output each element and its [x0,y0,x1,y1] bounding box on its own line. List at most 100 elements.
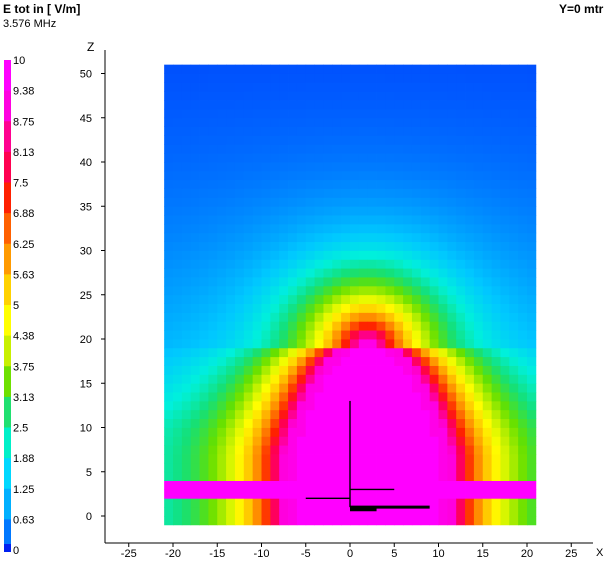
heatmap-cell [465,215,475,225]
heatmap-cell [243,400,254,411]
heatmap-cell [527,400,537,411]
heatmap-cell [473,162,484,172]
heatmap-cell [270,445,280,455]
heatmap-cell [279,383,289,393]
heatmap-cell [279,409,289,420]
heatmap-cell [500,170,510,181]
heatmap-cell [411,516,422,526]
heatmap-cell [429,108,439,119]
heatmap-cell [509,498,519,508]
heatmap-cell [527,356,537,366]
heatmap-cell [367,259,377,269]
heatmap-cell [288,462,298,473]
heatmap-cell [332,73,342,83]
heatmap-cell [491,480,501,490]
heatmap-cell [500,321,510,331]
heatmap-cell [323,215,333,225]
heatmap-cell [358,91,369,101]
heatmap-cell [234,480,245,490]
heatmap-cell [305,162,315,172]
heatmap-cell [199,418,209,428]
heatmap-cell [296,285,307,296]
legend-label: 5 [13,300,19,312]
heatmap-cell [376,108,386,119]
heatmap-cell [226,250,236,260]
heatmap-cell [296,409,307,420]
heatmap-cell [500,135,510,145]
heatmap-cell [473,427,484,437]
heatmap-cell [314,223,324,234]
heatmap-cell [473,356,484,366]
heatmap-cell [190,91,200,101]
heatmap-cell [296,126,307,136]
heatmap-cell [385,250,395,260]
heatmap-cell [411,321,422,331]
heatmap-cell [234,285,245,296]
heatmap-cell [518,126,528,136]
heatmap-cell [500,223,510,234]
heatmap-cell [420,516,431,526]
heatmap-cell [376,498,386,508]
heatmap-cell [482,356,492,366]
heatmap-cell [243,339,254,349]
heatmap-cell [482,516,492,526]
heatmap-cell [376,64,386,74]
heatmap-cell [465,436,475,446]
heatmap-cell [473,418,484,428]
heatmap-cell [341,321,351,331]
heatmap-cell [429,418,439,428]
heatmap-cell [350,250,360,260]
heatmap-cell [252,285,262,296]
heatmap-cell [190,436,200,446]
heatmap-cell [358,232,369,243]
heatmap-cell [394,374,404,384]
heatmap-cell [429,445,439,455]
heatmap-cell [465,383,475,393]
heatmap-cell [288,445,298,455]
heatmap-cell [509,108,519,119]
heatmap-cell [314,259,324,269]
heatmap-cell [199,285,209,296]
heatmap-cell [234,489,245,499]
heatmap-cell [314,498,324,508]
heatmap-cell [181,312,192,322]
heatmap-cell [252,215,262,225]
heatmap-cell [190,454,200,464]
heatmap-cell [509,400,519,411]
heatmap-cell [491,91,501,101]
heatmap-cell [403,135,413,145]
heatmap-cell [438,507,448,517]
heatmap-cell [226,489,236,499]
heatmap-cell [164,73,174,83]
heatmap-cell [473,462,484,473]
heatmap-cell [173,259,183,269]
heatmap-cell [279,215,289,225]
heatmap-cell [199,232,209,243]
heatmap-cell [181,117,192,127]
x-tick-label: 15 [477,548,489,560]
heatmap-cell [181,232,192,243]
heatmap-cell [190,277,200,287]
heatmap-cell [341,498,351,508]
heatmap-cell [527,206,537,216]
heatmap-cell [314,153,324,163]
heatmap-cell [429,91,439,101]
heatmap-cell [447,347,457,358]
heatmap-cell [173,480,183,490]
heatmap-cell [509,356,519,366]
heatmap-cell [465,454,475,464]
heatmap-cell [358,162,369,172]
heatmap-cell [279,480,289,490]
heatmap-cell [420,489,431,499]
heatmap-cell [252,100,262,110]
heatmap-cell [367,471,377,481]
heatmap-cell [500,365,510,375]
heatmap-cell [305,454,315,464]
heatmap-cell [438,277,448,287]
heatmap-cell [296,197,307,207]
heatmap-cell [527,91,537,101]
heatmap-cell [350,427,360,437]
heatmap-cell [403,312,413,322]
heatmap-cell [358,285,369,296]
heatmap-cell [296,365,307,375]
